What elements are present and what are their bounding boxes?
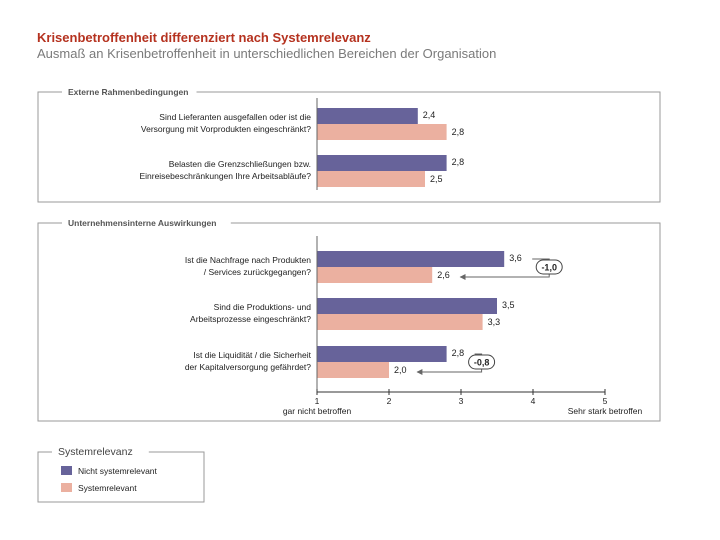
data-label: 3,6 [509, 253, 522, 263]
legend-label: Nicht systemrelevant [78, 466, 158, 476]
x-tick-label: 3 [459, 396, 464, 406]
x-tick-label: 1 [315, 396, 320, 406]
bar-systemrelevant [317, 362, 389, 378]
bar-systemrelevant [317, 267, 433, 283]
data-label: 2,5 [430, 174, 443, 184]
question-label: Ist die Nachfrage nach Produkten [185, 255, 311, 265]
x-tick-label: 4 [531, 396, 536, 406]
question-label: Ist die Liquidität / die Sicherheit [193, 350, 311, 360]
x-tick-label: 5 [603, 396, 608, 406]
difference-badge [535, 259, 563, 275]
data-label: 2,8 [452, 127, 465, 137]
page-subtitle: Ausmaß an Krisenbetroffenheit in untersc… [37, 46, 497, 61]
bar-systemrelevant [317, 124, 447, 140]
question-label: der Kapitalversorgung gefährdet? [185, 362, 311, 372]
legend-label: Systemrelevant [78, 483, 137, 493]
legend-title-bg [52, 445, 149, 458]
bar-systemrelevant [317, 171, 425, 187]
bar-nicht-systemrelevant [317, 155, 447, 171]
question-label: Sind Lieferanten ausgefallen oder ist di… [159, 112, 311, 122]
data-label: 2,8 [452, 157, 465, 167]
legend-box [37, 451, 205, 503]
data-label: 2,6 [437, 270, 450, 280]
section-title: Externe Rahmenbedingungen [68, 87, 188, 97]
section-box [37, 91, 661, 203]
question-label: Arbeitsprozesse eingeschränkt? [190, 314, 311, 324]
bar-nicht-systemrelevant [317, 108, 418, 124]
difference-label: -1,0 [541, 263, 557, 273]
data-label: 3,5 [502, 300, 515, 310]
data-label: 2,0 [394, 365, 407, 375]
x-high-label: Sehr stark betroffen [568, 406, 643, 416]
bar-nicht-systemrelevant [317, 251, 505, 267]
data-label: 3,3 [488, 317, 501, 327]
bar-nicht-systemrelevant [317, 298, 497, 314]
data-label: 2,8 [452, 348, 465, 358]
section-title-bg [62, 86, 197, 98]
difference-badge [468, 354, 496, 370]
page-title: Krisenbetroffenheit differenziert nach S… [37, 30, 371, 45]
section-box [37, 222, 661, 422]
question-label: Einreisebeschränkungen Ihre Arbeitsabläu… [139, 171, 311, 181]
x-tick-label: 2 [387, 396, 392, 406]
question-label: Sind die Produktions- und [214, 302, 312, 312]
section-title-bg [62, 217, 231, 229]
legend-swatch-systemrelevant [61, 483, 72, 492]
bar-systemrelevant [317, 314, 483, 330]
question-label: / Services zurückgegangen? [204, 267, 312, 277]
question-label: Versorgung mit Vorprodukten eingeschränk… [141, 124, 311, 134]
legend-swatch-nicht-systemrelevant [61, 466, 72, 475]
bar-nicht-systemrelevant [317, 346, 447, 362]
x-low-label: gar nicht betroffen [283, 406, 352, 416]
section-title: Unternehmensinterne Auswirkungen [68, 218, 216, 228]
question-label: Belasten die Grenzschließungen bzw. [169, 159, 311, 169]
data-label: 2,4 [423, 110, 436, 120]
legend-title: Systemrelevanz [58, 446, 133, 458]
difference-label: -0,8 [474, 358, 490, 368]
